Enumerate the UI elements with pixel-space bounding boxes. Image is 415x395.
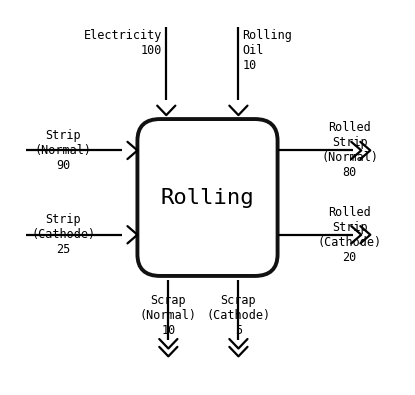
Text: Electricity
100: Electricity 100 [84,29,162,57]
Text: Rolling
Oil
10: Rolling Oil 10 [242,29,293,72]
Text: Rolled
Strip
(Normal)
80: Rolled Strip (Normal) 80 [321,121,378,179]
Text: Scrap
(Cathode)
5: Scrap (Cathode) 5 [206,293,271,337]
Text: Rolled
Strip
(Cathode)
20: Rolled Strip (Cathode) 20 [317,206,382,264]
Text: Strip
(Normal)
90: Strip (Normal) 90 [35,129,92,172]
Text: Scrap
(Normal)
10: Scrap (Normal) 10 [140,293,197,337]
Text: Strip
(Cathode)
25: Strip (Cathode) 25 [31,213,95,256]
FancyBboxPatch shape [137,119,278,276]
Text: Rolling: Rolling [161,188,254,207]
